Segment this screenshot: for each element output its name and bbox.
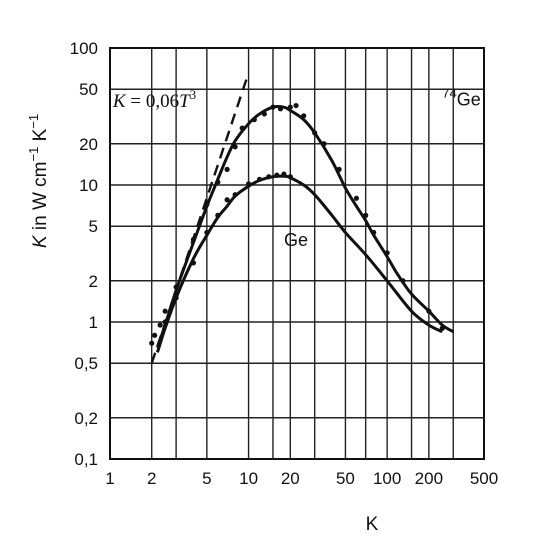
data-point-ge74 — [157, 322, 163, 328]
y-axis-label-exp1: −1 — [26, 147, 41, 162]
label-cubic-fit: K = 0,06T3 — [112, 87, 196, 112]
data-point-ge74 — [363, 212, 369, 218]
data-point-ge — [266, 174, 272, 180]
x-tick-label: 20 — [281, 469, 300, 488]
data-point-ge — [204, 229, 210, 236]
data-point-ge — [274, 172, 280, 178]
label-ge74-mass: 74 — [442, 86, 456, 101]
y-axis-label: K in W cm−1 K−1 — [26, 114, 51, 248]
data-point-ge — [215, 212, 221, 218]
series-line-ge — [155, 174, 443, 353]
x-tick-label: 1 — [105, 469, 114, 488]
x-tick-label: 50 — [336, 469, 355, 488]
data-point-ge74 — [232, 144, 238, 150]
y-tick-labels: 0,1 0,2 0,5 1 2 5 10 20 50 100 — [70, 39, 98, 469]
plot-frame — [109, 47, 485, 460]
data-point-ge74 — [224, 166, 230, 172]
plot-border — [109, 47, 485, 460]
measured-points — [149, 102, 445, 346]
data-point-ge — [287, 174, 293, 180]
x-tick-labels: 1 2 5 10 20 50 100 200 500 — [105, 469, 498, 488]
data-point-ge74 — [239, 125, 245, 131]
y-tick-label: 2 — [89, 272, 98, 291]
y-axis-label-var: K — [30, 234, 51, 248]
data-point-ge — [149, 340, 155, 346]
data-point-ge — [281, 171, 287, 177]
x-tick-label: 10 — [239, 469, 258, 488]
data-point-ge74 — [152, 332, 158, 338]
data-point-ge74 — [301, 113, 307, 119]
formula-var-t: T — [179, 91, 191, 112]
y-tick-label: 20 — [79, 135, 98, 154]
x-tick-label: 2 — [147, 469, 156, 488]
x-tick-label: 100 — [373, 469, 401, 488]
y-tick-label: 0,1 — [74, 450, 98, 469]
label-ge74: 74Ge — [442, 86, 480, 110]
y-axis-label-exp2: −1 — [26, 114, 41, 129]
x-tick-label: 500 — [470, 469, 498, 488]
data-point-ge74 — [204, 201, 210, 208]
series-line-ge74 — [155, 105, 455, 349]
label-ge74-text: Ge — [457, 90, 481, 110]
y-tick-label: 100 — [70, 39, 98, 58]
data-point-ge74 — [321, 141, 327, 147]
data-point-ge — [256, 176, 263, 182]
y-tick-label: 10 — [79, 176, 98, 195]
data-point-ge74 — [426, 308, 432, 314]
data-point-ge74 — [261, 111, 267, 117]
y-tick-label: 0,5 — [74, 354, 98, 373]
data-point-ge74 — [287, 104, 293, 110]
label-ge: Ge — [284, 230, 308, 250]
data-point-ge — [224, 197, 230, 203]
y-tick-label: 1 — [89, 313, 98, 332]
x-axis-label: K — [366, 514, 379, 535]
data-point-ge74 — [277, 106, 284, 112]
data-curves — [150, 78, 455, 364]
data-point-ge74 — [439, 325, 445, 331]
data-point-ge — [190, 260, 197, 266]
series-line-cubic-fit — [150, 78, 248, 364]
formula-mid: = 0,06 — [126, 91, 179, 112]
x-tick-label: 200 — [415, 469, 443, 488]
data-point-ge74 — [384, 250, 390, 256]
y-tick-label: 0,2 — [74, 409, 98, 428]
data-point-ge74 — [215, 179, 221, 185]
data-point-ge74 — [173, 284, 179, 290]
data-point-ge — [232, 192, 238, 198]
data-point-ge74 — [270, 104, 276, 110]
y-axis-label-text: in W cm — [30, 162, 51, 236]
data-point-ge — [173, 295, 179, 301]
data-point-ge74 — [251, 117, 257, 123]
data-point-ge74 — [312, 130, 318, 136]
formula-var-k: K — [112, 91, 127, 112]
data-point-ge74 — [353, 195, 360, 201]
data-point-ge — [245, 181, 252, 187]
data-point-ge74 — [162, 308, 168, 314]
x-tick-label: 5 — [202, 469, 211, 488]
data-point-ge74 — [293, 102, 299, 109]
data-point-ge — [162, 319, 168, 325]
formula-exp: 3 — [190, 87, 197, 102]
data-point-ge74 — [400, 278, 406, 284]
data-point-ge74 — [371, 229, 377, 236]
y-tick-label: 50 — [79, 80, 98, 99]
y-tick-label: 5 — [89, 217, 98, 236]
data-point-ge74 — [190, 236, 197, 243]
y-axis-label-text2: K — [30, 128, 51, 146]
data-point-ge74 — [336, 166, 342, 172]
